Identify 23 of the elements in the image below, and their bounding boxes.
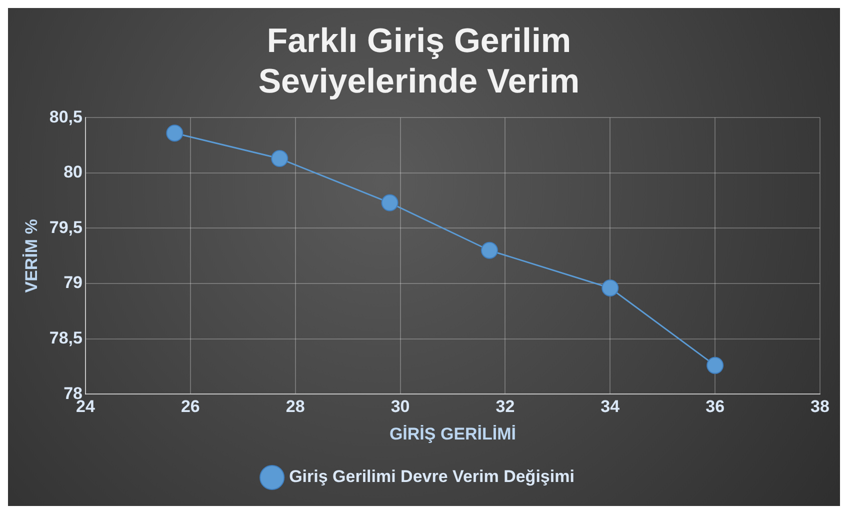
- x-tick-label: 28: [286, 397, 305, 416]
- point: [271, 150, 288, 168]
- point: [706, 356, 724, 374]
- x-tick-label: 36: [706, 397, 725, 416]
- x-tick-label: 30: [390, 397, 410, 416]
- y-tick-label: 80: [64, 162, 82, 182]
- legend-label: Giriş Gerilimi Devre Verim Değişimi: [289, 467, 574, 486]
- point: [381, 194, 398, 212]
- point: [480, 242, 498, 259]
- y-tick-label: 80,5: [49, 107, 82, 126]
- y-axis-title: VERİM %: [22, 219, 41, 293]
- x-tick-label: 26: [180, 397, 200, 416]
- point: [602, 279, 619, 296]
- text: Seviyelerinde Verim: [258, 62, 580, 101]
- point: [166, 124, 184, 142]
- y-tick-label: 79,5: [49, 218, 82, 237]
- x-axis-title: GİRİŞ GERİLİMİ: [389, 424, 516, 444]
- y-tick-label: 79: [64, 273, 82, 292]
- x-tick-label: 34: [600, 397, 620, 416]
- x-tick-label: 38: [810, 397, 830, 416]
- x-tick-label: 32: [496, 397, 515, 416]
- text: Farklı Giriş Gerilim: [266, 22, 572, 60]
- y-tick-label: 78,5: [49, 328, 82, 348]
